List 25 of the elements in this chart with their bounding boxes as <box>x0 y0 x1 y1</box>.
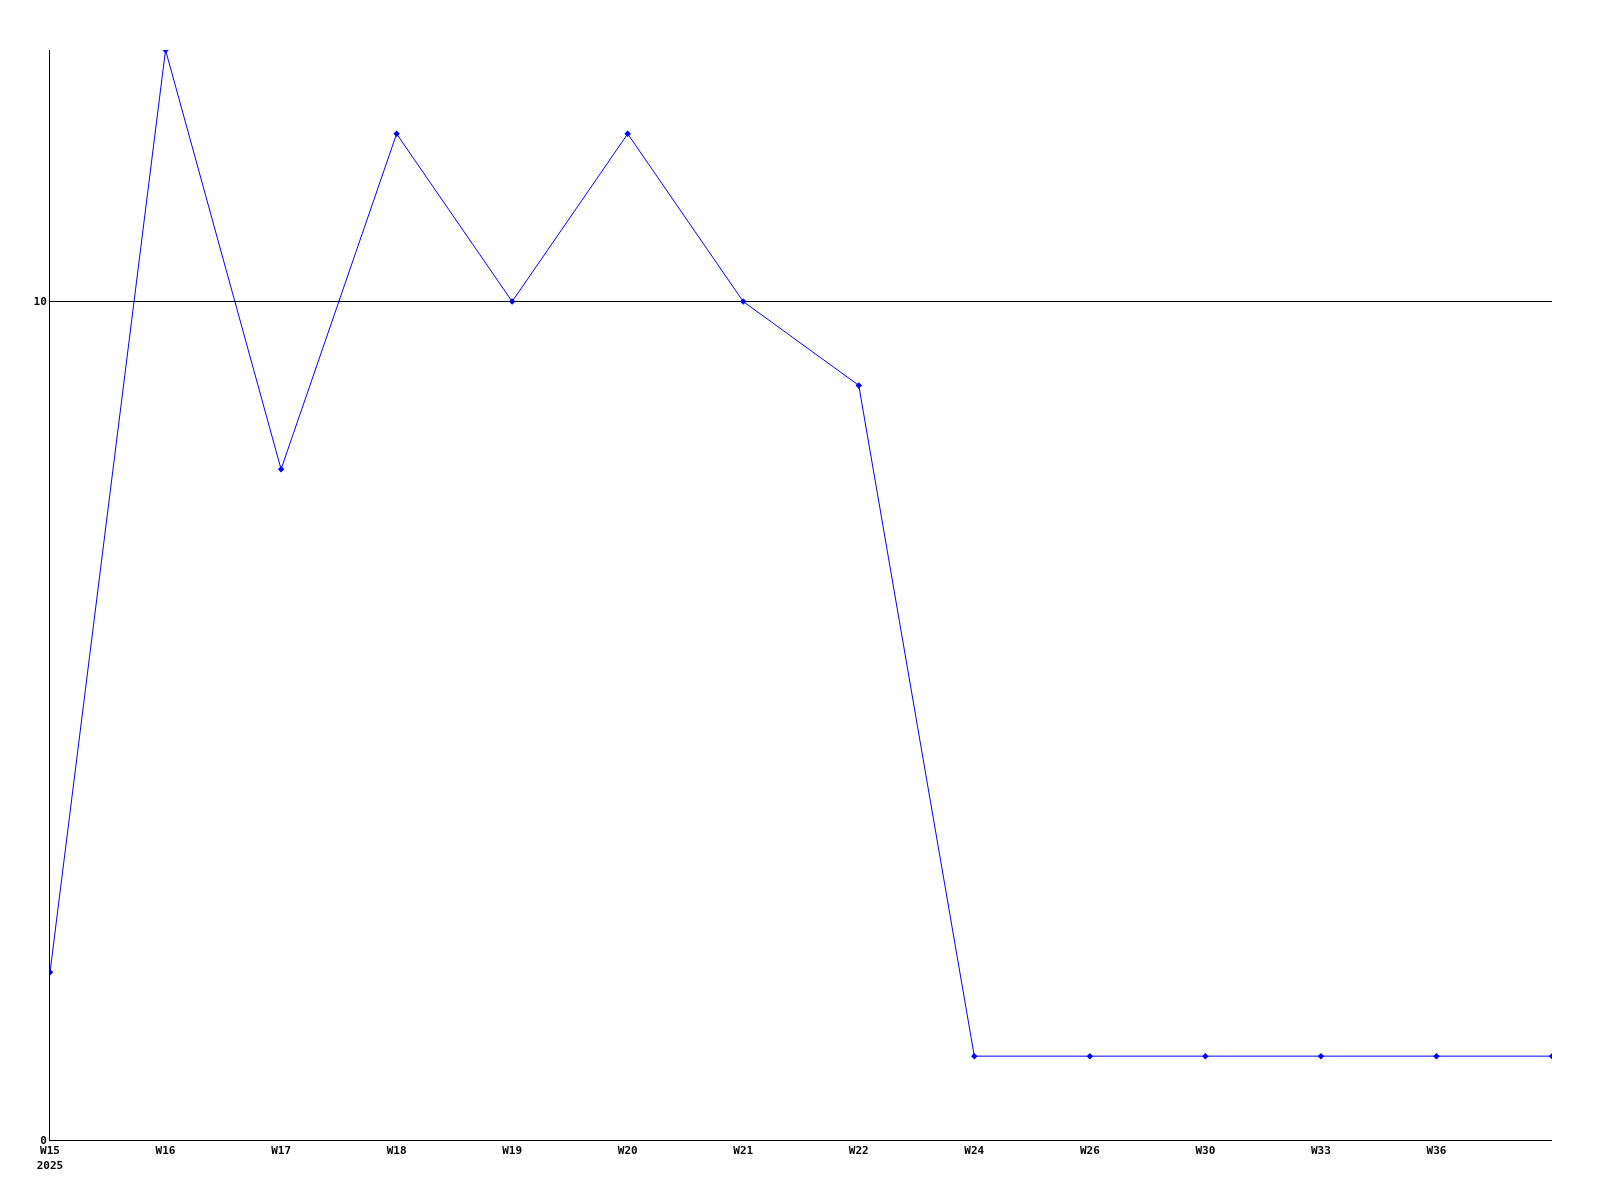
x-tick-label: W20 <box>617 1144 638 1158</box>
point <box>277 465 285 473</box>
x-tick-label: W26 <box>1079 1144 1101 1158</box>
x-tick-label: W17 <box>271 1144 292 1158</box>
x-tick-label: W30 <box>1195 1144 1216 1158</box>
x-tick-label: W18 <box>386 1144 407 1158</box>
y-tick-label: 0 <box>40 1133 47 1147</box>
x-tick-label: W22 <box>848 1144 869 1158</box>
x-tick-label: W24 <box>964 1144 985 1158</box>
point <box>739 298 747 305</box>
x-tick-label: W21 <box>733 1144 754 1158</box>
line-series <box>50 50 1552 1060</box>
point <box>1317 1052 1325 1060</box>
point <box>1202 1052 1209 1060</box>
x-tick-label: W19 <box>502 1144 523 1158</box>
point <box>855 382 863 389</box>
y-tick-label: 10 <box>33 295 47 309</box>
x-tick-label: W36 <box>1426 1144 1447 1158</box>
point <box>624 130 631 138</box>
point <box>971 1052 978 1060</box>
point <box>393 130 400 138</box>
point <box>1086 1052 1094 1060</box>
x-tick-label: W33 <box>1310 1144 1331 1158</box>
x-tick-label: W15 2025 <box>36 1144 64 1172</box>
x-tick-label: W16 <box>155 1144 176 1158</box>
